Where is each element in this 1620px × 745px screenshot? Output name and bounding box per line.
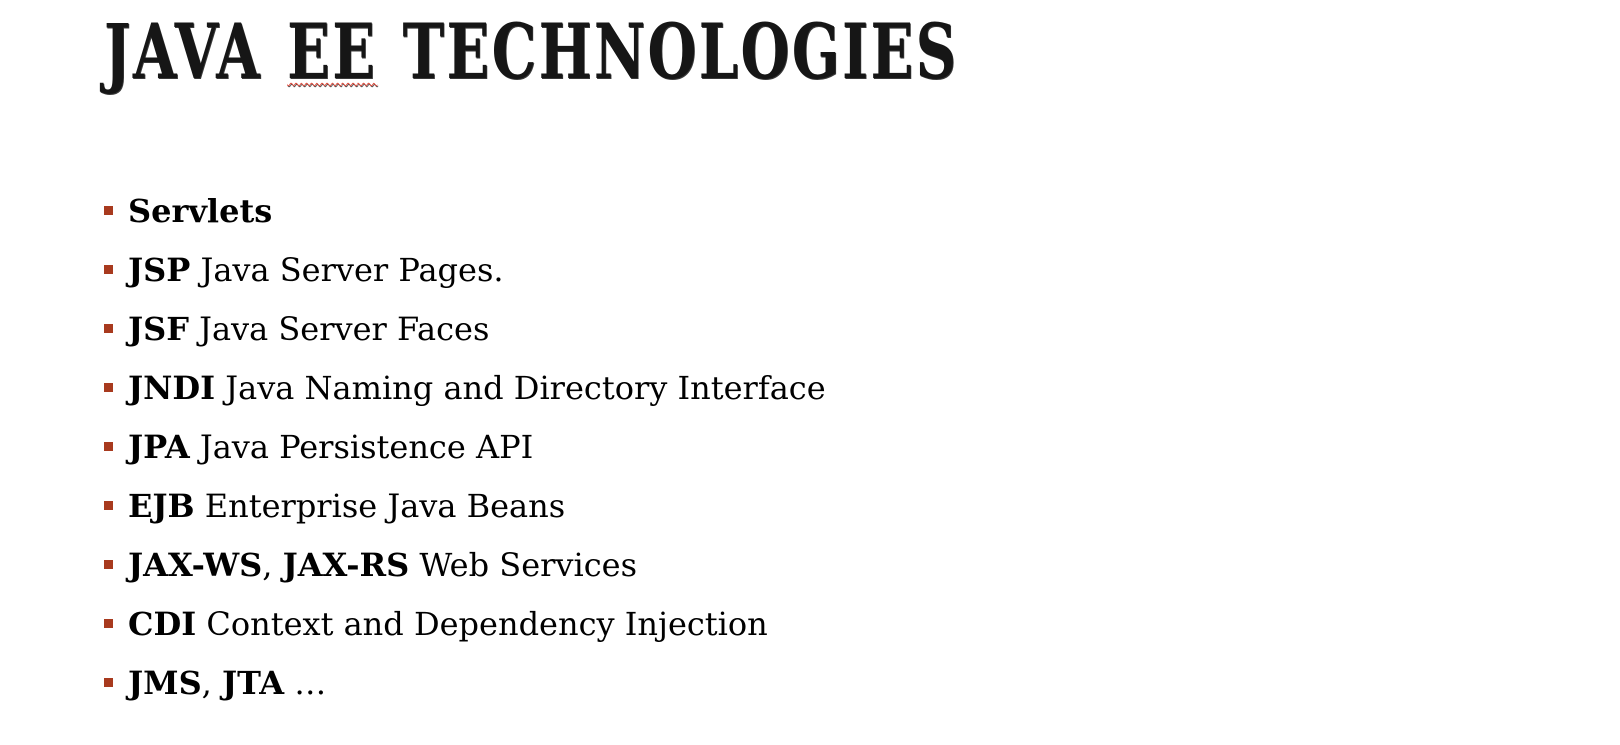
bullet-term: JAX-RS — [282, 546, 410, 584]
bullet-marker-icon — [104, 678, 113, 687]
bullet-term: JTA — [222, 664, 285, 702]
bullet-marker-icon — [104, 501, 113, 510]
bullet-term: JSF — [128, 310, 189, 348]
bullet-term: JPA — [128, 428, 190, 466]
bullet-description: Java Persistence API — [199, 428, 534, 466]
bullet-marker-icon — [104, 560, 113, 569]
title-word-java: JAVA — [104, 7, 262, 96]
bullet-marker-icon — [104, 619, 113, 628]
bullet-item-ejb: EJB Enterprise Java Beans — [104, 483, 826, 542]
bullet-description: Context and Dependency Injection — [206, 605, 768, 643]
bullet-item-jms-jta: JMS, JTA … — [104, 660, 826, 719]
bullet-marker-icon — [104, 442, 113, 451]
slide-title: JAVA EE TECHNOLOGIES — [104, 14, 958, 90]
bullet-term: CDI — [128, 605, 197, 643]
bullet-description: Java Server Faces — [199, 310, 490, 348]
bullet-item-jpa: JPA Java Persistence API — [104, 424, 826, 483]
bullet-separator: , — [262, 546, 283, 584]
title-word-technologies: TECHNOLOGIES — [402, 7, 959, 96]
bullet-term: JAX-WS — [128, 546, 263, 584]
bullet-term: JNDI — [128, 369, 216, 407]
bullet-marker-icon — [104, 206, 113, 215]
bullet-marker-icon — [104, 265, 113, 274]
bullet-separator: , — [201, 664, 223, 702]
bullet-item-jndi: JNDI Java Naming and Directory Interface — [104, 365, 826, 424]
bullet-marker-icon — [104, 383, 113, 392]
bullet-marker-icon — [104, 324, 113, 333]
bullet-item-jsp: JSP Java Server Pages. — [104, 247, 826, 306]
bullet-list: Servlets JSP Java Server Pages. JSF Java… — [104, 188, 826, 719]
bullet-description: Java Server Pages. — [200, 251, 504, 289]
bullet-description: Java Naming and Directory Interface — [225, 369, 826, 407]
bullet-term: EJB — [128, 487, 195, 525]
bullet-description: Enterprise Java Beans — [204, 487, 566, 525]
bullet-description: Web Services — [419, 546, 638, 584]
bullet-term: Servlets — [128, 192, 273, 230]
bullet-item-jsf: JSF Java Server Faces — [104, 306, 826, 365]
bullet-item-web-services: JAX-WS, JAX-RS Web Services — [104, 542, 826, 601]
bullet-item-cdi: CDI Context and Dependency Injection — [104, 601, 826, 660]
bullet-description: … — [294, 664, 327, 702]
bullet-item-servlets: Servlets — [104, 188, 826, 247]
bullet-term: JMS — [128, 664, 202, 702]
bullet-term: JSP — [128, 251, 191, 289]
title-word-ee: EE — [287, 7, 378, 96]
